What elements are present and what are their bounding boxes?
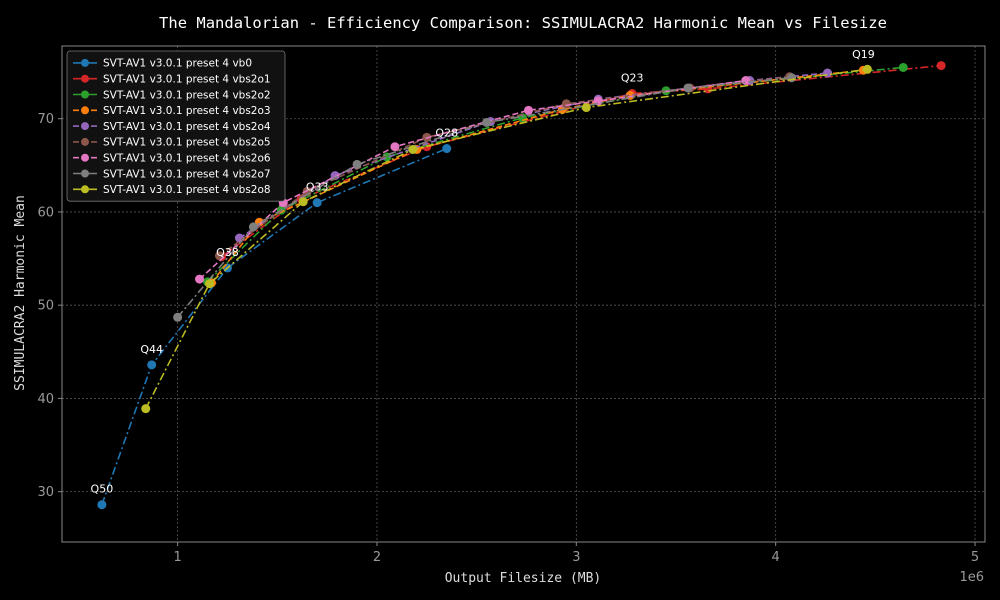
- data-point: [741, 75, 751, 85]
- grid-lines: [62, 46, 985, 542]
- y-tick-label: 70: [37, 112, 54, 127]
- legend-label: SVT-AV1 v3.0.1 preset 4 vbs2o5: [103, 137, 271, 149]
- legend-box: [66, 50, 286, 202]
- legend-marker: [81, 90, 89, 99]
- series-line: [144, 68, 868, 410]
- legend-label: SVT-AV1 v3.0.1 preset 4 vbs2o3: [103, 105, 271, 117]
- data-point: [442, 144, 452, 154]
- x-axis-label: Output Filesize (MB): [445, 571, 602, 586]
- y-tick-label: 30: [37, 485, 54, 500]
- legend-label: SVT-AV1 v3.0.1 preset 4 vbs2o1: [103, 74, 271, 86]
- legend-item: SVT-AV1 v3.0.1 preset 4 vbs2o4: [73, 121, 271, 133]
- chart-title: The Mandalorian - Efficiency Comparison:…: [159, 14, 887, 32]
- quality-annotation: Q50: [91, 483, 114, 496]
- series-8: [141, 64, 872, 414]
- data-point: [523, 105, 533, 115]
- data-point: [390, 142, 400, 152]
- quality-annotation: Q38: [216, 246, 239, 259]
- legend-marker: [81, 169, 89, 178]
- legend-marker: [81, 74, 89, 83]
- legend-item: SVT-AV1 v3.0.1 preset 4 vbs2o7: [73, 168, 271, 180]
- x-axis-offset-label: 1e6: [959, 570, 984, 585]
- legend-marker: [81, 185, 89, 194]
- series-6: [195, 75, 751, 284]
- legend-item: SVT-AV1 v3.0.1 preset 4 vbs2o2: [73, 89, 271, 101]
- data-point: [205, 279, 215, 289]
- legend-item: SVT-AV1 v3.0.1 preset 4 vbs2o1: [73, 74, 271, 86]
- legend-label: SVT-AV1 v3.0.1 preset 4 vbs2o6: [103, 153, 271, 165]
- x-tick-label: 5: [971, 550, 979, 565]
- data-point: [195, 274, 205, 284]
- legend-marker: [81, 122, 89, 131]
- series-line: [176, 76, 792, 318]
- series-7: [173, 73, 797, 322]
- data-point: [787, 73, 797, 83]
- y-tick-label: 60: [37, 205, 54, 220]
- legend: SVT-AV1 v3.0.1 preset 4 vb0 SVT-AV1 v3.0.…: [66, 50, 286, 202]
- legend-item: SVT-AV1 v3.0.1 preset 4 vbs2o8: [73, 184, 271, 196]
- legend-item: SVT-AV1 v3.0.1 preset 4 vbs2o3: [73, 105, 271, 117]
- x-tick-label: 1: [173, 550, 181, 565]
- data-point: [862, 64, 872, 74]
- y-tick-label: 40: [37, 392, 54, 407]
- data-point: [936, 61, 946, 71]
- x-tick-label: 3: [572, 550, 580, 565]
- data-point: [352, 159, 362, 169]
- x-tick-label: 4: [772, 550, 780, 565]
- data-point: [298, 197, 308, 207]
- y-tick-label: 50: [37, 299, 54, 314]
- legend-item: SVT-AV1 v3.0.1 preset 4 vb0: [73, 58, 252, 70]
- legend-label: SVT-AV1 v3.0.1 preset 4 vbs2o2: [103, 89, 271, 101]
- legend-label: SVT-AV1 v3.0.1 preset 4 vb0: [103, 58, 252, 70]
- data-point: [683, 83, 693, 93]
- legend-marker: [81, 153, 89, 162]
- data-point: [312, 198, 322, 208]
- data-point: [147, 360, 157, 370]
- data-point: [482, 117, 492, 127]
- legend-label: SVT-AV1 v3.0.1 preset 4 vbs2o8: [103, 184, 271, 196]
- legend-marker: [81, 106, 89, 115]
- quality-annotation: Q23: [621, 72, 644, 85]
- x-tick-label: 2: [373, 550, 381, 565]
- data-point: [823, 68, 833, 78]
- annotations: Q50 Q44 Q38 Q33 Q28 Q23 Q19: [91, 48, 875, 495]
- data-point: [561, 99, 571, 109]
- data-point: [248, 222, 258, 232]
- legend-label: SVT-AV1 v3.0.1 preset 4 vbs2o7: [103, 168, 271, 180]
- data-point: [408, 144, 418, 154]
- legend-marker: [81, 137, 89, 146]
- legend-label: SVT-AV1 v3.0.1 preset 4 vbs2o4: [103, 121, 271, 133]
- data-point: [97, 500, 107, 510]
- series-layer: [97, 61, 946, 510]
- data-point: [173, 312, 183, 322]
- series-line: [101, 147, 448, 505]
- quality-annotation: Q44: [140, 343, 163, 356]
- data-point: [141, 404, 151, 414]
- data-point: [898, 62, 908, 72]
- axis-ticks: 1 2 3 4 5 30 40 50 60 70: [37, 112, 979, 565]
- plot-frame: [61, 45, 986, 543]
- series-line: [199, 79, 746, 280]
- legend-item: SVT-AV1 v3.0.1 preset 4 vbs2o6: [73, 153, 271, 165]
- quality-annotation: Q28: [435, 127, 458, 140]
- data-point: [581, 103, 591, 113]
- legend-marker: [81, 58, 89, 67]
- y-axis-label: SSIMULACRA2 Harmonic Mean: [13, 195, 28, 391]
- legend-item: SVT-AV1 v3.0.1 preset 4 vbs2o5: [73, 137, 271, 149]
- quality-annotation: Q19: [852, 48, 875, 61]
- data-point: [330, 171, 340, 181]
- quality-annotation: Q33: [306, 181, 329, 194]
